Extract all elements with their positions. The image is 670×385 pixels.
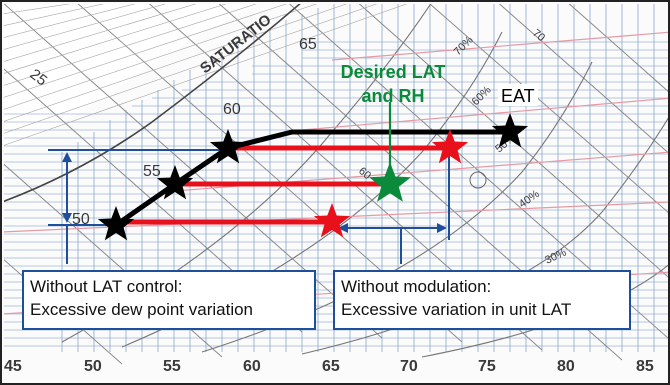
tick-45: 45 bbox=[4, 358, 22, 375]
rh-label-30: 30% bbox=[543, 246, 568, 266]
callout-lat-control-line1: Without LAT control: bbox=[30, 277, 183, 296]
callout-lat-control-line2: Excessive dew point variation bbox=[30, 300, 254, 319]
green-star-desired bbox=[369, 162, 411, 202]
callout-modulation-line2: Excessive variation in unit LAT bbox=[341, 300, 572, 319]
dew-point-bracket bbox=[48, 149, 228, 264]
tick-70: 70 bbox=[400, 358, 418, 375]
black-star-55 bbox=[156, 165, 194, 200]
black-star-eat bbox=[491, 113, 529, 148]
black-star-50 bbox=[97, 206, 135, 241]
black-star-60 bbox=[209, 129, 247, 164]
saturation-curve bbox=[4, 4, 301, 203]
desired-rh-label: and RH bbox=[362, 86, 425, 106]
callout-modulation-line1: Without modulation: bbox=[341, 277, 492, 296]
wet-bulb-label-55: 55 bbox=[143, 163, 161, 180]
tick-65: 65 bbox=[322, 358, 340, 375]
lat-variation-bracket bbox=[338, 149, 450, 264]
enthalpy-hatch bbox=[4, 4, 408, 146]
wet-bulb-label-25: 25 bbox=[27, 66, 51, 90]
dry-bulb-axis: 45 50 55 60 65 70 75 80 85 bbox=[4, 358, 654, 375]
state-points bbox=[97, 113, 529, 241]
callout-modulation: Without modulation: Excessive variation … bbox=[333, 270, 631, 330]
tick-55: 55 bbox=[163, 358, 181, 375]
red-star-upper bbox=[431, 129, 469, 164]
lat-variation-lines bbox=[116, 145, 449, 225]
red-star-lower bbox=[313, 203, 351, 238]
tick-75: 75 bbox=[478, 358, 496, 375]
minor-label-60: 60 bbox=[356, 165, 373, 182]
tick-80: 80 bbox=[557, 358, 575, 375]
tick-50: 50 bbox=[84, 358, 102, 375]
rh-label-60: 60% bbox=[470, 84, 494, 108]
desired-lat-label: Desired LAT bbox=[341, 62, 446, 82]
callout-lat-control: Without LAT control: Excessive dew point… bbox=[22, 270, 316, 330]
tick-60: 60 bbox=[243, 358, 261, 375]
eat-label: EAT bbox=[501, 86, 535, 106]
rh-label-40: 40% bbox=[517, 188, 542, 211]
wet-bulb-label-50: 50 bbox=[72, 211, 90, 228]
rh-label-70: 70% bbox=[452, 34, 476, 58]
wet-bulb-label-60: 60 bbox=[223, 101, 241, 118]
wet-bulb-label-65: 65 bbox=[299, 36, 317, 53]
tick-85: 85 bbox=[636, 358, 654, 375]
